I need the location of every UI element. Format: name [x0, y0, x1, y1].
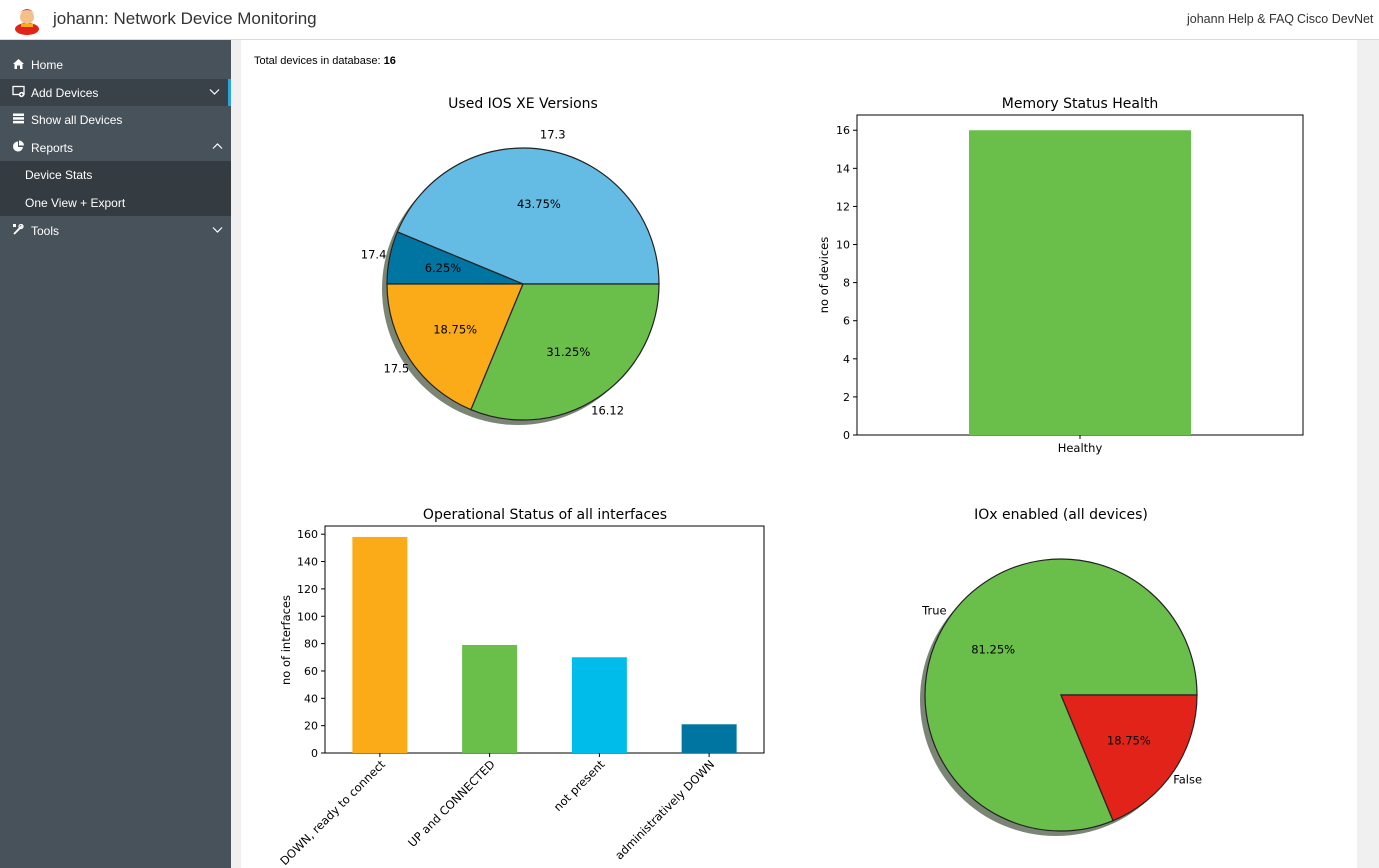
y-tick-label: 100 — [297, 610, 318, 623]
chart-title: IOx enabled (all devices) — [974, 507, 1148, 523]
pie-slice — [1060, 694, 1198, 822]
y-tick-label: 0 — [843, 429, 850, 442]
x-tick-label: not present — [551, 757, 608, 814]
home-icon — [13, 59, 24, 69]
bar — [681, 724, 737, 753]
sidebar-item-add-devices[interactable]: Add Devices — [0, 79, 231, 106]
sidebar-item-label: Reports — [31, 141, 74, 155]
y-tick-label: 0 — [311, 747, 318, 760]
total-devices: Total devices in database: 16 — [254, 55, 396, 67]
pie-slice — [470, 283, 660, 421]
sidebar: Home Add Devices Show all Devices Report… — [0, 40, 231, 868]
pie-slice — [396, 147, 660, 285]
total-devices-count: 16 — [383, 55, 396, 67]
sidebar-item-label: Home — [31, 58, 64, 72]
sidebar-item-reports[interactable]: Reports — [0, 134, 231, 161]
pie-label: 16.12 — [591, 404, 624, 418]
bar — [462, 644, 518, 753]
pie-pct-label: 43.75% — [517, 197, 561, 211]
pie-label: 17.5 — [384, 362, 410, 376]
sidebar-subitem-one-view-export[interactable]: One View + Export — [0, 189, 231, 216]
pie-label: False — [1173, 773, 1202, 787]
pie-chart-icon — [13, 140, 24, 152]
chevron-down-icon — [212, 227, 223, 233]
y-tick-label: 160 — [297, 528, 318, 541]
y-tick-label: 120 — [297, 583, 318, 596]
sidebar-item-home[interactable]: Home — [0, 51, 231, 78]
y-axis-label: no of interfaces — [279, 595, 293, 685]
y-tick-label: 8 — [843, 277, 850, 290]
bar — [352, 536, 408, 753]
chart-operational-status-interfaces: Operational Status of all interfaces no … — [277, 507, 765, 868]
y-tick-label: 16 — [836, 124, 850, 137]
x-tick-label: DOWN, ready to connect — [277, 757, 388, 868]
sidebar-item-label: Tools — [31, 224, 60, 238]
y-tick-label: 4 — [843, 353, 850, 366]
add-device-icon — [12, 85, 25, 98]
chart-ios-xe-versions: Used IOS XE Versions 17.3 43.75% 17.4 6.25%… — [361, 96, 660, 425]
top-bar: johann: Network Device Monitoring johann… — [0, 0, 1379, 40]
chart-memory-status-health: Memory Status Health no of devices 0 2 4 6 8… — [817, 96, 1304, 455]
pie-label: 17.4 — [361, 247, 387, 261]
sidebar-item-label: Show all Devices — [31, 113, 123, 127]
sidebar-subitem-label: One View + Export — [25, 196, 126, 210]
y-tick-label: 140 — [297, 556, 318, 569]
pie-slice — [386, 283, 524, 411]
bar — [969, 130, 1191, 435]
list-icon — [13, 113, 24, 124]
app-title: johann: Network Device Monitoring — [53, 9, 317, 28]
chevron-up-icon — [212, 143, 223, 149]
y-tick-label: 80 — [304, 638, 318, 651]
bar — [571, 657, 627, 753]
pie-pct-label: 81.25% — [971, 643, 1015, 657]
pie-pct-label: 6.25% — [425, 261, 462, 275]
johann-logo[interactable] — [11, 4, 43, 35]
x-tick-label: Healthy — [1058, 441, 1103, 455]
pie-label: 17.3 — [540, 128, 566, 142]
chart-title: Memory Status Health — [1002, 96, 1158, 112]
chevron-down-icon — [209, 89, 220, 95]
sidebar-item-tools[interactable]: Tools — [0, 217, 231, 244]
chart-title: Operational Status of all interfaces — [423, 507, 667, 523]
y-tick-label: 60 — [304, 665, 318, 678]
chart-title: Used IOS XE Versions — [448, 96, 598, 112]
sidebar-item-show-all-devices[interactable]: Show all Devices — [0, 106, 231, 133]
x-tick-label: UP and CONNECTED — [405, 757, 498, 850]
tools-icon — [13, 223, 24, 235]
y-tick-label: 2 — [843, 391, 850, 404]
sidebar-subitem-device-stats[interactable]: Device Stats — [0, 161, 231, 188]
pie-pct-label: 18.75% — [1107, 733, 1151, 747]
pie-pct-label: 31.25% — [546, 345, 590, 359]
y-tick-label: 6 — [843, 315, 850, 328]
pie-label: True — [921, 603, 946, 617]
y-tick-label: 40 — [304, 692, 318, 705]
cisco-devnet-link[interactable]: Cisco DevNet — [1297, 12, 1374, 26]
y-axis-label: no of devices — [817, 237, 831, 314]
sidebar-item-label: Add Devices — [31, 86, 99, 100]
y-tick-label: 14 — [836, 162, 850, 175]
help-faq-link[interactable]: johann Help & FAQ — [1187, 12, 1295, 26]
x-tick-label: administratively DOWN — [612, 757, 717, 862]
y-tick-label: 10 — [836, 239, 850, 252]
total-devices-label: Total devices in database: — [254, 55, 381, 67]
y-tick-label: 12 — [836, 200, 850, 213]
plot-frame — [324, 525, 765, 754]
pie-pct-label: 18.75% — [433, 322, 477, 336]
y-tick-label: 20 — [304, 720, 318, 733]
reports-submenu: Device Stats One View + Export — [0, 161, 231, 216]
chart-iox-enabled: IOx enabled (all devices) True 81.25% Fals… — [920, 507, 1202, 836]
sidebar-subitem-label: Device Stats — [25, 168, 93, 182]
